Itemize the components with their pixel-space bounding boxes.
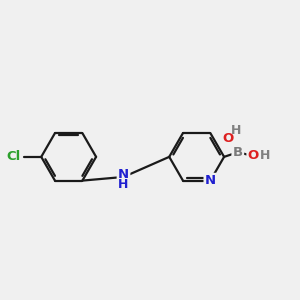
Text: H: H <box>118 178 129 191</box>
Text: Cl: Cl <box>6 150 20 164</box>
Text: H: H <box>260 149 270 162</box>
Text: B: B <box>233 146 243 159</box>
Text: H: H <box>231 124 241 137</box>
Text: N: N <box>118 168 129 181</box>
Text: O: O <box>248 149 259 162</box>
Text: O: O <box>222 132 233 145</box>
Text: N: N <box>205 174 216 187</box>
